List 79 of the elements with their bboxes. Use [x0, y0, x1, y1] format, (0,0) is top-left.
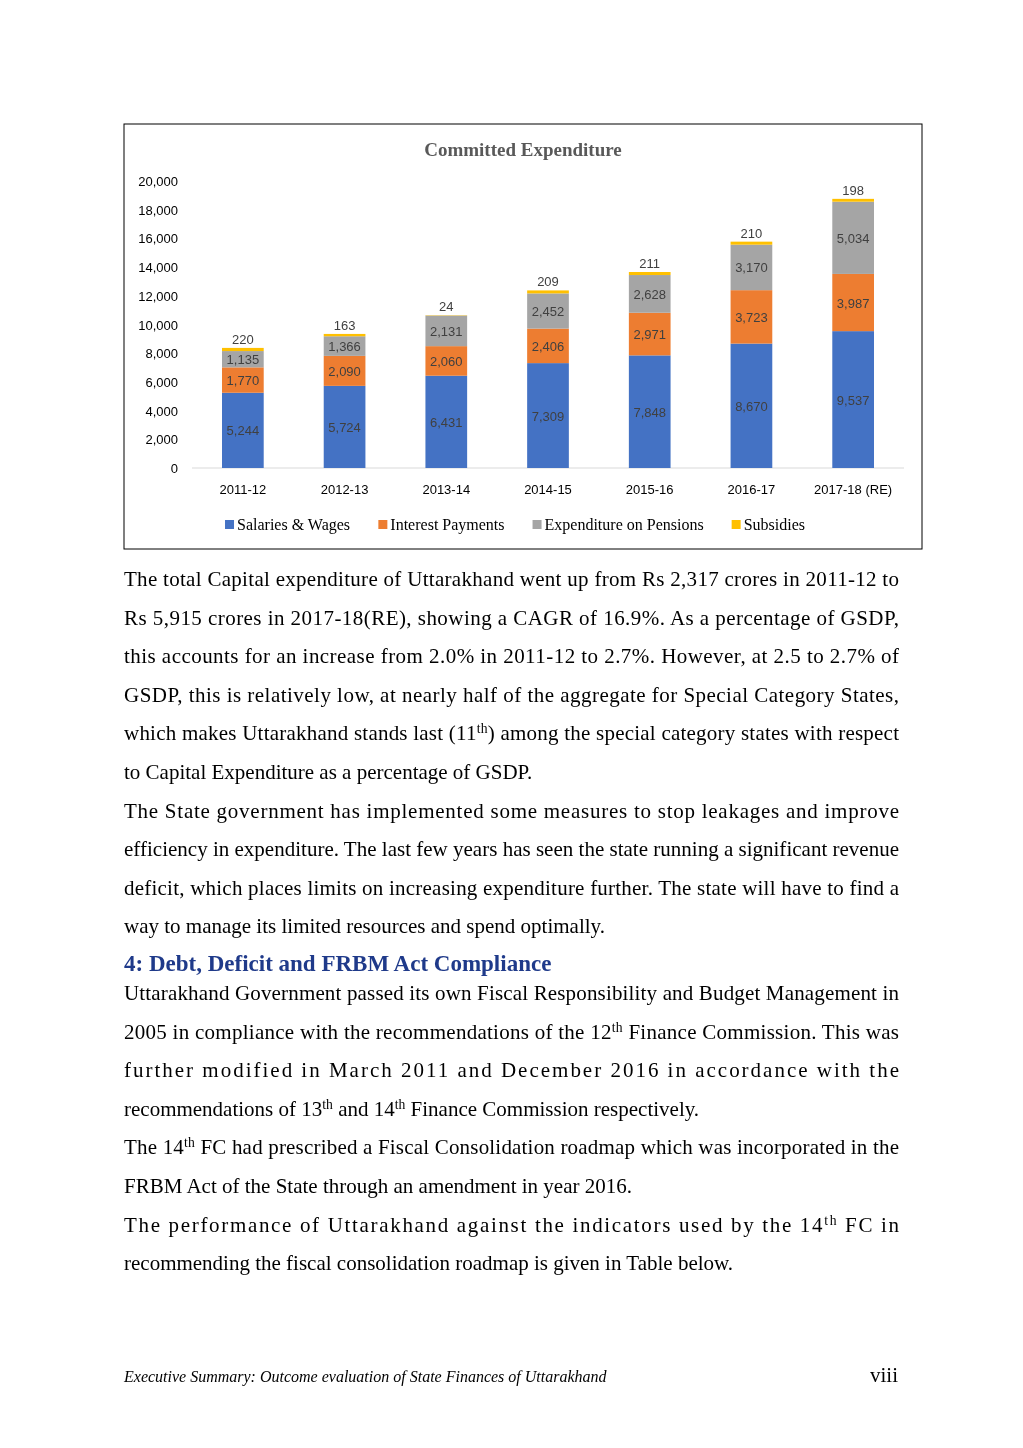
y-tick-label: 18,000	[138, 202, 178, 218]
data-label: 5,724	[328, 419, 361, 435]
data-label: 6,431	[430, 414, 463, 430]
data-label: 3,723	[735, 309, 768, 325]
data-label: 2,090	[328, 363, 361, 379]
text: viii	[869, 1363, 899, 1387]
bar	[527, 363, 569, 468]
data-label: 3,170	[735, 260, 768, 276]
bar	[323, 385, 366, 468]
text: The performance of Uttarakhand against the indicators used by the 14$^{th}$ FC in recommending the fiscal consolidation roadmap is given in Table below.	[124, 1212, 899, 1276]
data-label: 198	[842, 182, 864, 198]
bar	[730, 290, 773, 344]
bar	[628, 355, 671, 468]
data-label: 1,135	[226, 352, 260, 368]
y-tick-label: 6,000	[145, 374, 178, 390]
bar	[527, 290, 569, 294]
data-label: 211	[639, 256, 661, 272]
text: The 14$^{th}$ FC had prescribed a Fiscal Consolidation roadmap which was incorporated in the FRBM Act of the State through an amendment in year 2016.	[124, 1134, 899, 1198]
data-label: 220	[232, 331, 254, 347]
y-tick-label: 8,000	[145, 346, 178, 362]
x-tick-label: 2011-12	[219, 482, 267, 497]
y-tick-label: 14,000	[138, 260, 178, 276]
text: 4: Debt, Deficit and FRBM Act Compliance	[124, 951, 552, 976]
data-label: 5,034	[836, 230, 870, 246]
text: Uttarakhand Government passed its own Fiscal Responsibility and Budget Management in 2005 in compliance with the recommendations of the 12$^{th}$ Finance Commission. This was further modified in March 2011 and December 2016 in accordance with the recommendations of 13$^{th}$ and 14$^{th}$ Finance Commission respectively.	[124, 981, 899, 1121]
bar	[222, 392, 264, 468]
data-label: 24	[439, 299, 454, 315]
y-tick-label: 10,000	[138, 317, 178, 333]
data-label: 3,987	[836, 295, 870, 311]
bar	[628, 272, 671, 276]
legend-label: Interest Payments	[390, 516, 505, 534]
data-label: 9,537	[836, 392, 870, 408]
legend-label: Subsidies	[743, 516, 805, 533]
text: The State government has implemented some measures to stop leakages and improve efficiency in expenditure. The last few years has seen the state running a significant revenue deficit, which places limits on increasing expenditure further. The state will have to find a way to manage its limited resources and spend optimally.	[124, 798, 900, 939]
bar	[628, 312, 671, 356]
data-label: 2,971	[633, 327, 666, 343]
bar	[222, 347, 264, 352]
data-label: 163	[333, 317, 356, 333]
y-tick-label: 2,000	[145, 432, 178, 448]
bar	[832, 198, 874, 202]
data-label: 7,309	[531, 408, 565, 424]
bar	[832, 201, 874, 274]
bar	[832, 273, 874, 332]
x-tick-label: 2014-15	[524, 482, 572, 497]
legend-label: Salaries & Wages	[237, 516, 351, 534]
y-tick-label: 4,000	[145, 403, 178, 419]
text: Executive Summary: Outcome evaluation of State Finances of Uttarakhand	[123, 1368, 608, 1386]
y-tick-label: 20,000	[138, 174, 178, 189]
bar	[425, 315, 468, 347]
y-tick-label: 12,000	[138, 288, 178, 304]
data-label: 210	[740, 225, 763, 241]
x-tick-label: 2012-13	[320, 482, 369, 497]
data-label: 2,131	[430, 323, 463, 339]
data-label: 2,060	[430, 353, 463, 369]
data-label: 2,628	[633, 286, 666, 302]
x-tick-label: 2015-16	[625, 482, 674, 497]
x-tick-label: 2017-18 (RE)	[814, 482, 893, 497]
x-tick-label: 2016-17	[727, 482, 776, 497]
data-label: 209	[537, 274, 559, 290]
x-tick-label: 2013-14	[422, 482, 471, 497]
y-tick-label: 16,000	[138, 231, 178, 247]
legend-label: Expenditure on Pensions	[544, 516, 704, 534]
data-label: 2,406	[531, 338, 565, 354]
bar	[628, 275, 671, 313]
text: The total Capital expenditure of Uttarakhand went up from Rs 2,317 crores in 2011-12 to Rs 5,915 crores in 2017-18(RE), showing a CAGR of 16.9%. As a percentage of GSDP, this accounts for an increase from 2.0% in 2011-12 to 2.7%. However, at 2.5 to 2.7% of GSDP, this is relatively low, at nearly half of the aggregate for Special Category States, which makes Uttarakhand stands last (11$^{th}$) among the special category states with respect to Capital Expenditure as a percentage of GSDP.	[124, 567, 900, 784]
data-label: 2,452	[531, 304, 565, 319]
chart-title: Committed Expenditure	[424, 139, 622, 160]
bar	[527, 293, 569, 329]
data-label: 7,848	[633, 404, 666, 420]
bar	[832, 331, 874, 468]
bar	[730, 241, 773, 245]
bar	[425, 375, 468, 468]
bar	[222, 367, 264, 393]
data-label: 1,770	[226, 373, 260, 389]
data-label: 8,670	[735, 398, 768, 414]
data-label: 5,244	[226, 423, 260, 439]
data-label: 1,366	[328, 339, 361, 355]
y-tick-label: 0	[170, 461, 178, 476]
bar	[730, 343, 773, 468]
